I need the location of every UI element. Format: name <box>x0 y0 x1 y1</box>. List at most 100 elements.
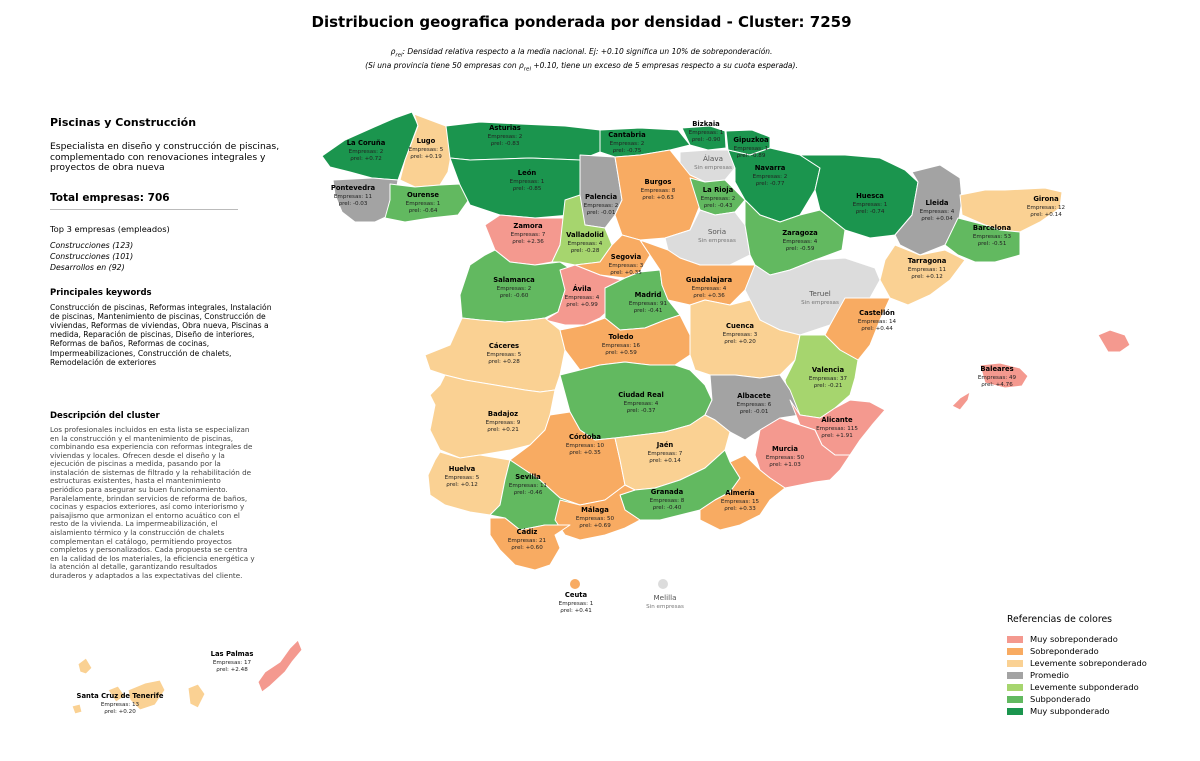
province-rho: ρrel: +0.12 <box>911 274 943 280</box>
province-bizkaia <box>681 125 727 151</box>
province-rho: ρrel: +0.44 <box>861 326 893 332</box>
province-label: Lleida <box>925 199 948 207</box>
cluster-name: Piscinas y Construcción <box>50 116 197 129</box>
province-label: Soria <box>708 227 726 236</box>
province-label: Murcia <box>772 445 798 453</box>
subtitle-line-1: ρrel: Densidad relativa respecto a la me… <box>390 47 773 59</box>
province-empresas: Empresas: 9 <box>486 420 521 426</box>
province-rho: ρrel: -0.01 <box>740 409 769 415</box>
province-label: Burgos <box>645 178 672 186</box>
province-empresas: Empresas: 6 <box>737 402 772 408</box>
province-santa-cruz-de-tenerife <box>107 685 126 703</box>
legend-label: Levemente sobreponderado <box>1030 658 1147 668</box>
province-rho: ρrel: +0.36 <box>693 293 725 299</box>
province-rho: ρrel: -0.46 <box>514 490 543 496</box>
province-empresas: Empresas: 11 <box>509 483 548 489</box>
province-label: Almería <box>725 489 755 497</box>
province-label: Valladolid <box>566 231 604 239</box>
province-lleida <box>894 164 963 256</box>
province-zaragoza <box>744 199 846 276</box>
province-label: Cádiz <box>517 528 538 536</box>
province-empresas: Empresas: 11 <box>908 267 947 273</box>
province-label: Asturias <box>489 124 521 132</box>
province-label: Melilla <box>653 593 676 602</box>
province-label: Cantabria <box>608 131 646 139</box>
province-empresas: Sin empresas <box>698 238 736 244</box>
province-label: Alicante <box>821 416 853 424</box>
province-rho: ρrel: -0.41 <box>634 308 663 314</box>
province-empresas: Empresas: 3 <box>609 263 644 269</box>
legend-item: Levemente subponderado <box>1007 681 1187 693</box>
province-cuenca <box>689 299 801 379</box>
province-rho: ρrel: +0.35 <box>569 450 601 456</box>
province-rho: ρrel: -0.89 <box>737 153 766 159</box>
province-empresas: Empresas: 21 <box>508 538 547 544</box>
province-avila <box>544 264 623 326</box>
province-asturias <box>445 121 601 161</box>
top-companies-label: Top 3 empresas (empleados) <box>50 223 170 234</box>
province-rho: ρrel: -0.60 <box>500 293 529 299</box>
province-rho: ρrel: -0.51 <box>978 241 1007 247</box>
legend-item: Sobreponderado <box>1007 645 1187 657</box>
province-empresas: Empresas: 2 <box>584 203 619 209</box>
province-empresas: Empresas: 10 <box>566 443 605 449</box>
province-empresas: Empresas: 11 <box>334 194 373 200</box>
province-empresas: Empresas: 2 <box>488 134 523 140</box>
province-rho: ρrel: -0.90 <box>692 137 721 143</box>
province-rho: ρrel: +2.36 <box>512 239 544 245</box>
province-las-palmas <box>257 639 303 693</box>
province-rho: ρrel: +0.21 <box>487 427 519 433</box>
province-rho: ρrel: +0.14 <box>649 458 681 464</box>
province-rho: ρrel: -0.83 <box>491 141 520 147</box>
province-empresas: Empresas: 14 <box>858 319 897 325</box>
province-empresas: Empresas: 8 <box>641 188 676 194</box>
province-empresas: Empresas: 13 <box>101 702 140 708</box>
province-empresas: Empresas: 5 <box>409 147 444 153</box>
legend-swatch <box>1007 683 1023 691</box>
legend-label: Sobreponderado <box>1030 646 1099 656</box>
province-empresas: Empresas: 1 <box>406 201 441 207</box>
province-empresas: Empresas: 1 <box>510 179 545 185</box>
province-rho: ρrel: -0.77 <box>756 181 785 187</box>
province-label: Ciudad Real <box>618 391 664 399</box>
province-label: Castellón <box>859 309 895 317</box>
province-empresas: Empresas: 4 <box>920 209 955 215</box>
province-label: Granada <box>651 488 684 496</box>
province-label: Ávila <box>573 284 592 293</box>
province-empresas: Sin empresas <box>646 604 684 610</box>
province-badajoz <box>429 374 556 459</box>
province-label: Palencia <box>585 193 618 201</box>
chart-title: Distribucion geografica ponderada por de… <box>311 13 852 31</box>
top-company: Desarrollos en (92) <box>50 262 125 272</box>
province-rho: ρrel: -0.85 <box>513 186 542 192</box>
province-label: Cáceres <box>489 342 519 350</box>
province-empresas: Empresas: 2 <box>701 196 736 202</box>
legend-title: Referencias de colores <box>1007 614 1113 625</box>
province-label: León <box>518 169 537 177</box>
province-empresas: Empresas: 50 <box>576 516 615 522</box>
province-label: Las Palmas <box>211 650 254 658</box>
province-label: Toledo <box>609 333 634 341</box>
legend-label: Levemente subponderado <box>1030 682 1139 692</box>
province-rho: ρrel: +0.04 <box>921 216 953 222</box>
color-legend: Referencias de colores Muy sobreponderad… <box>1007 614 1187 717</box>
province-rho: ρrel: +0.69 <box>579 523 611 529</box>
province-label: Baleares <box>980 365 1013 373</box>
province-label: Santa Cruz de Tenerife <box>77 692 164 700</box>
province-rho: ρrel: -0.43 <box>704 203 733 209</box>
province-rho: ρrel: +0.99 <box>566 302 598 308</box>
legend-swatch <box>1007 671 1023 679</box>
legend-label: Promedio <box>1030 670 1069 680</box>
legend-label: Subponderado <box>1030 694 1091 704</box>
province-ourense <box>384 183 471 223</box>
province-empresas: Empresas: 1 <box>559 601 594 607</box>
province-empresas: Empresas: 8 <box>650 498 685 504</box>
province-rho: ρrel: +0.35 <box>610 270 642 276</box>
province-empresas: Empresas: 4 <box>624 401 659 407</box>
province-rho: ρrel: +0.19 <box>410 154 442 160</box>
province-tarragona <box>879 244 966 306</box>
province-label: Zamora <box>513 222 543 230</box>
keywords-title: Principales keywords <box>50 287 152 298</box>
province-empresas: Empresas: 3 <box>723 332 758 338</box>
province-cadiz <box>489 517 571 571</box>
